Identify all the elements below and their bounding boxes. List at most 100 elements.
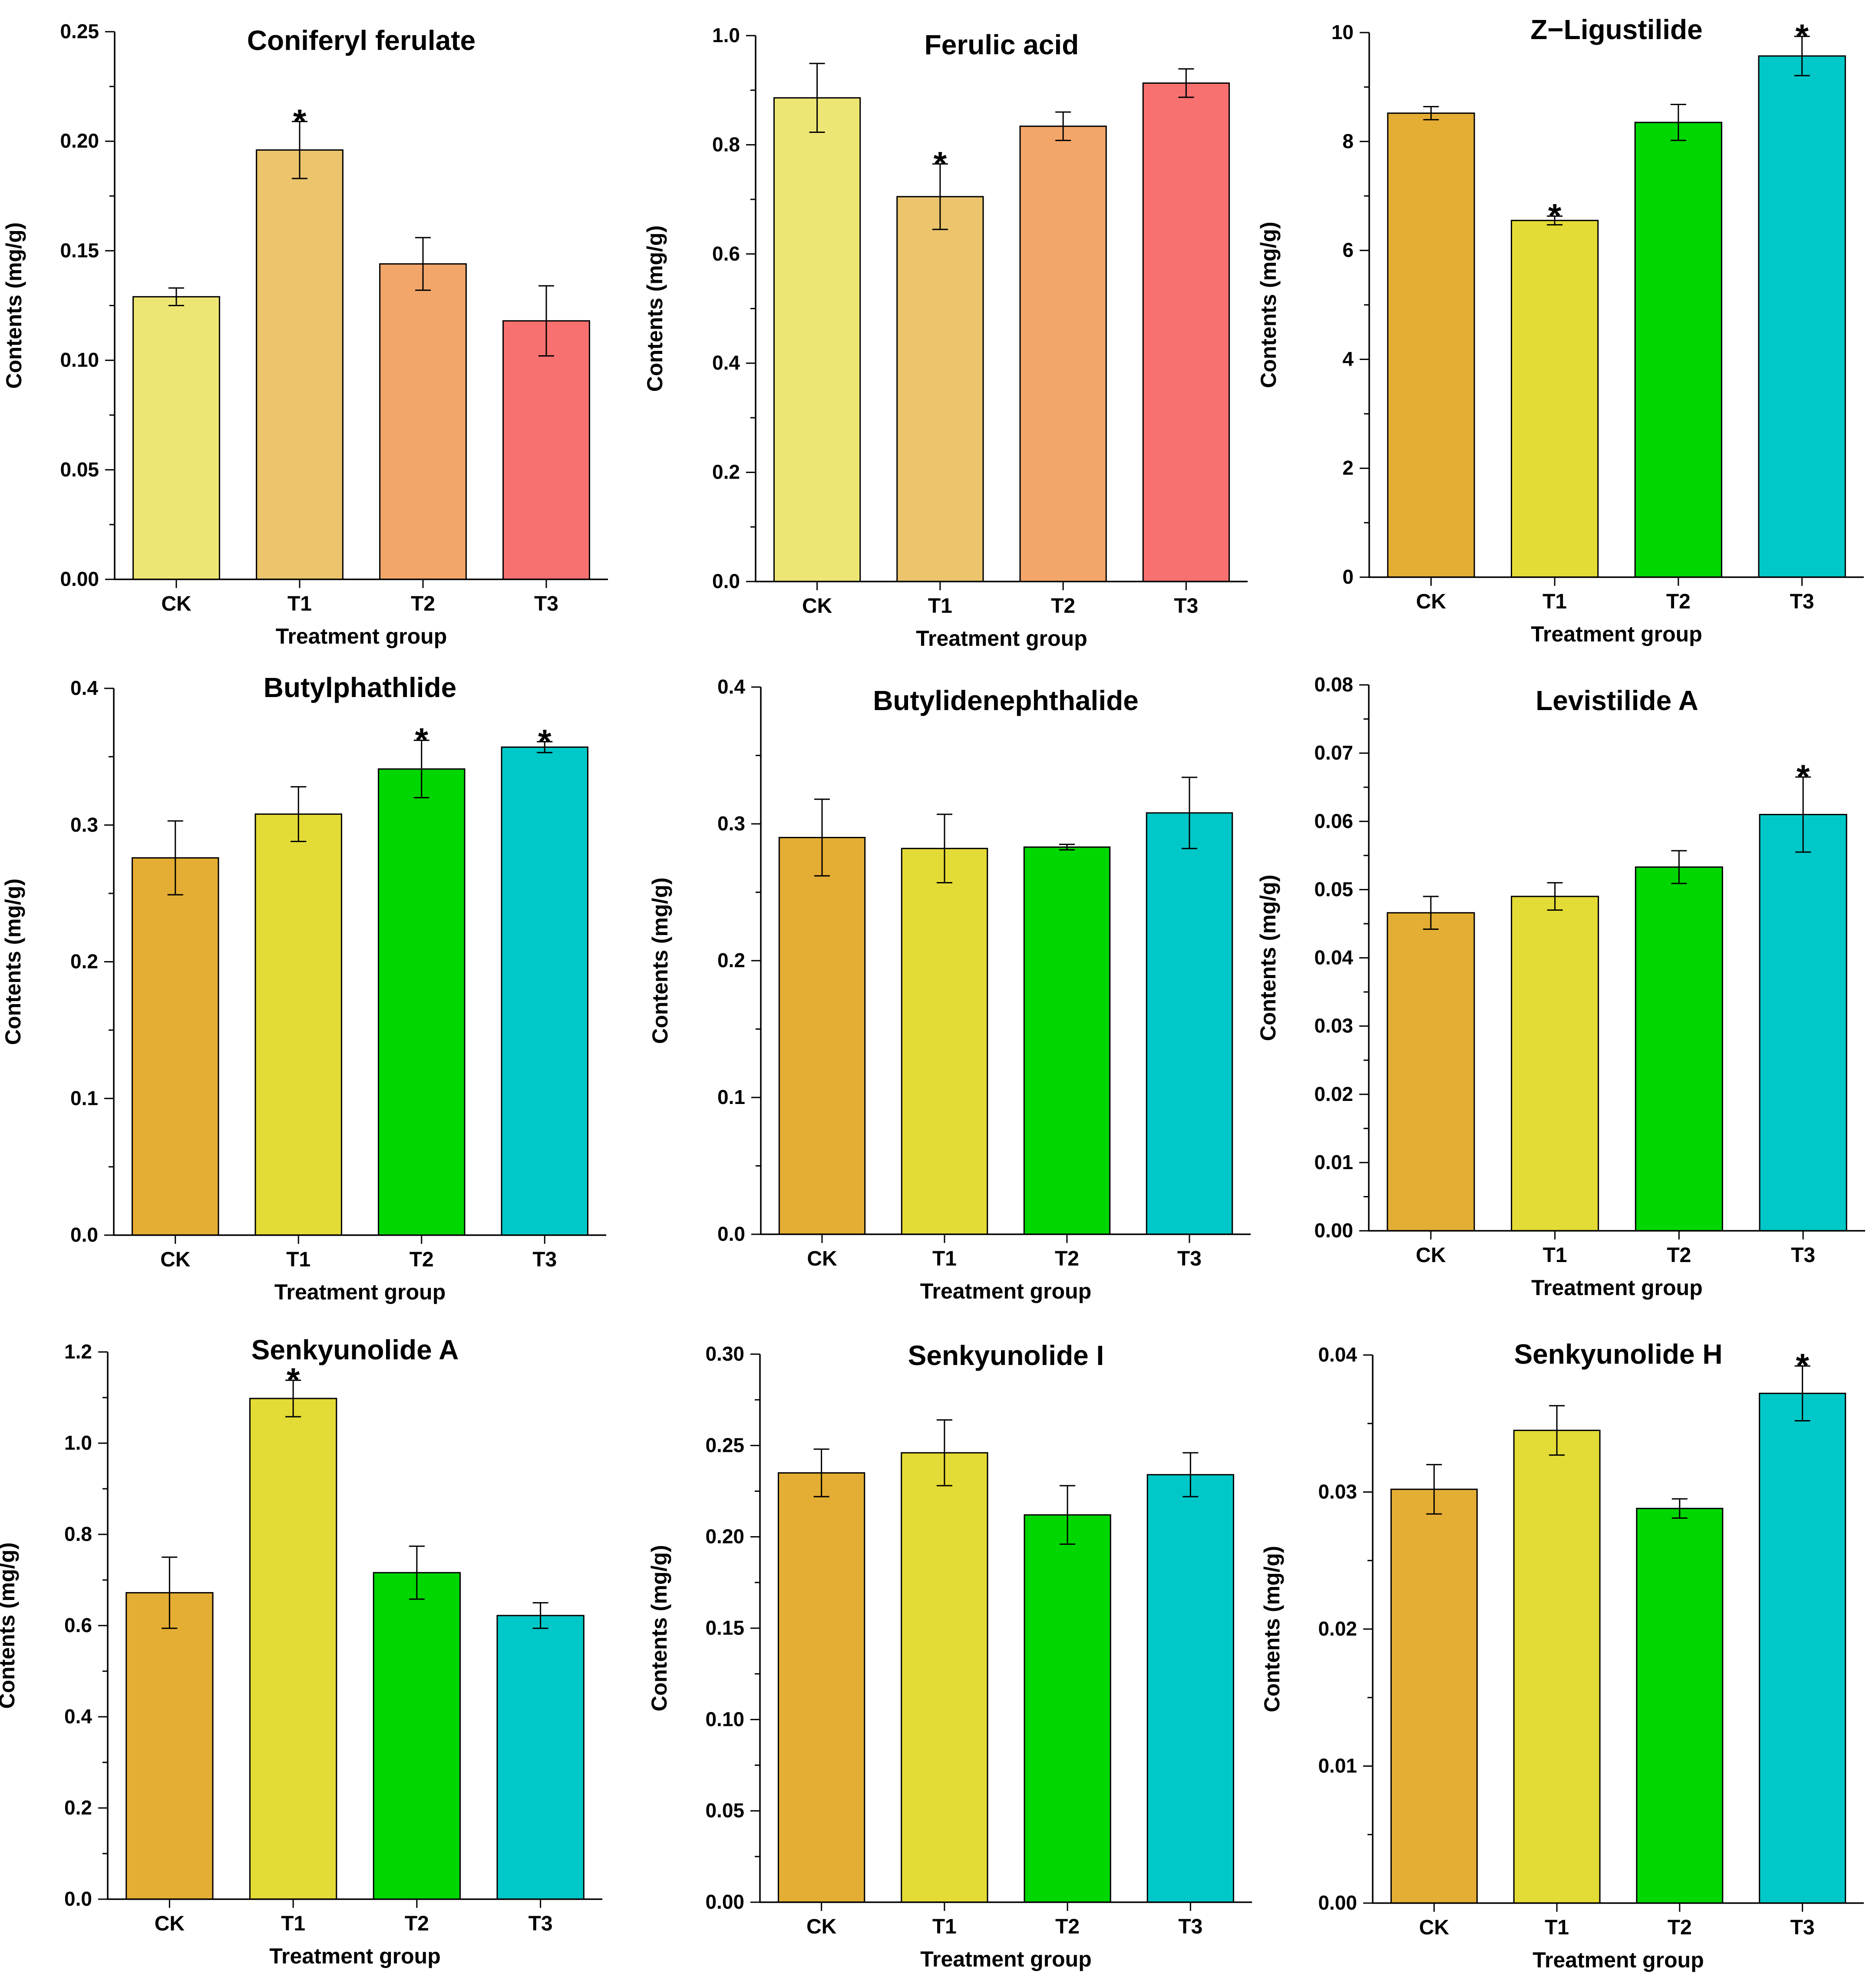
error-bar-ck	[814, 798, 830, 877]
x-tick-label: T3	[1790, 590, 1814, 613]
significance-marker: *	[1797, 757, 1810, 796]
x-tick-label: T1	[932, 1247, 957, 1270]
y-tick-label: 1.2	[64, 1340, 92, 1363]
y-tick-label: 0.05	[60, 458, 99, 481]
y-tick-label: 0.4	[712, 351, 740, 374]
x-tick-label: T2	[1051, 595, 1075, 618]
bar-t3	[1146, 812, 1233, 1235]
bar-t1	[1511, 896, 1599, 1232]
y-tick-label: 0.06	[1314, 810, 1353, 832]
x-tick-label: T2	[405, 1912, 429, 1935]
y-axis-label: Contents (mg/g)	[1256, 221, 1281, 388]
error-bar-t1	[1547, 882, 1563, 911]
bar-t3	[1759, 1392, 1846, 1904]
y-axis-label: Contents (mg/g)	[648, 877, 672, 1044]
bar-t3	[1758, 55, 1846, 578]
error-bar-t2	[409, 1545, 425, 1600]
bar-t3	[502, 320, 590, 580]
y-tick-label: 1.0	[712, 24, 740, 46]
bar-t3	[1146, 1474, 1235, 1903]
y-tick-label: 0.3	[717, 812, 745, 835]
significance-marker: *	[287, 1361, 300, 1399]
y-tick-label: 0.2	[717, 949, 745, 972]
error-bar-t3	[1794, 36, 1810, 76]
chart-title: Levistilide A	[1536, 685, 1698, 716]
x-tick-label: T2	[1666, 590, 1691, 613]
y-tick-label: 0.0	[64, 1887, 92, 1910]
x-tick-label: CK	[807, 1247, 837, 1270]
x-tick-label: T2	[411, 592, 435, 615]
y-tick-label: 0.01	[1314, 1151, 1353, 1173]
bar-t1	[256, 149, 343, 580]
error-bar-t1	[937, 813, 952, 883]
x-axis-label: Treatment group	[276, 624, 447, 648]
y-tick-label: 0.1	[717, 1086, 745, 1108]
significance-marker: *	[415, 721, 429, 759]
error-bar-ck	[167, 820, 183, 896]
x-axis-label: Treatment group	[916, 626, 1087, 651]
y-tick-label: 0.4	[717, 675, 745, 698]
y-tick-label: 1.0	[64, 1431, 92, 1454]
error-bar-t2	[413, 740, 429, 799]
bar-ck	[773, 97, 861, 582]
x-axis-label: Treatment group	[920, 1279, 1091, 1303]
x-axis-label: Treatment group	[1533, 1948, 1704, 1972]
y-tick-label: 0.07	[1314, 741, 1353, 764]
x-tick-label: T1	[287, 592, 312, 615]
x-tick-label: T2	[1668, 1916, 1692, 1939]
chart-panel-4: * * 0.0 0.1 0.2 0.3 0.4 CK T1 T2 T3 Treatment group…	[1, 672, 606, 1304]
chart-title: Butylidenephthalide	[873, 685, 1139, 716]
chart-title: Butylphathlide	[264, 672, 456, 703]
significance-marker: *	[538, 722, 552, 760]
error-bar-ck	[1423, 106, 1439, 121]
y-tick-label: 8	[1342, 130, 1354, 152]
chart-title: Coniferyl ferulate	[247, 25, 476, 56]
bar-t3	[496, 1615, 585, 1900]
error-bar-t2	[1055, 111, 1071, 141]
x-tick-label: T2	[1055, 1247, 1079, 1270]
chart-panel-6: * 0.00 0.01 0.02 0.03 0.04 0.05 0.06 0.07 0.08 CK T…	[1256, 673, 1865, 1300]
error-bar-ck	[168, 287, 184, 306]
error-bar-t1	[936, 1419, 952, 1487]
x-tick-label: CK	[161, 592, 192, 615]
bar-t1	[254, 813, 342, 1236]
y-tick-label: 0.20	[60, 129, 99, 152]
error-bar-t2	[1670, 104, 1686, 141]
error-bar-t3	[537, 741, 553, 754]
x-tick-label: T3	[1790, 1916, 1815, 1939]
y-tick-label: 0.10	[60, 349, 99, 371]
bar-ck	[1387, 112, 1475, 578]
bar-ck	[778, 837, 866, 1235]
x-tick-label: T3	[528, 1912, 553, 1935]
significance-marker: *	[1796, 1346, 1809, 1385]
y-axis-label: Contents (mg/g)	[1, 879, 25, 1045]
y-axis-label: Contents (mg/g)	[1260, 1546, 1284, 1712]
y-tick-label: 0.08	[1314, 673, 1353, 696]
error-bar-t1	[291, 786, 307, 843]
bar-t2	[378, 768, 466, 1236]
y-tick-label: 0.04	[1318, 1343, 1357, 1366]
x-tick-label: T2	[1055, 1915, 1080, 1938]
error-bar-ck	[1423, 896, 1439, 930]
chart-panel-8: 0.00 0.05 0.10 0.15 0.20 0.25 0.30 CK T1 T2 T3 Trea…	[647, 1340, 1252, 1971]
y-tick-label: 0.02	[1318, 1617, 1357, 1640]
error-bar-ck	[813, 1448, 829, 1497]
x-tick-label: T3	[1791, 1244, 1815, 1267]
y-tick-label: 2	[1342, 456, 1354, 479]
y-tick-label: 0.05	[705, 1799, 744, 1822]
bar-ck	[126, 1592, 214, 1900]
error-bar-t1	[292, 121, 307, 179]
chart-panel-3: * * 0 2 4 6 8 10 CK T1 T2 T3 Treatment group Contents…	[1256, 14, 1864, 646]
chart-title: Z−Ligustilide	[1530, 14, 1702, 45]
y-tick-label: 10	[1331, 21, 1354, 43]
x-tick-label: T1	[1542, 590, 1567, 613]
error-bar-t3	[1178, 68, 1194, 98]
y-tick-label: 0.00	[1314, 1219, 1353, 1242]
error-bar-t3	[1182, 777, 1197, 849]
error-bar-t3	[1795, 776, 1811, 853]
x-tick-label: T1	[928, 595, 952, 618]
error-bar-t2	[1060, 1485, 1076, 1545]
y-tick-label: 0.0	[712, 570, 740, 592]
y-tick-label: 0.15	[60, 239, 99, 261]
x-axis-label: Treatment group	[269, 1944, 440, 1968]
